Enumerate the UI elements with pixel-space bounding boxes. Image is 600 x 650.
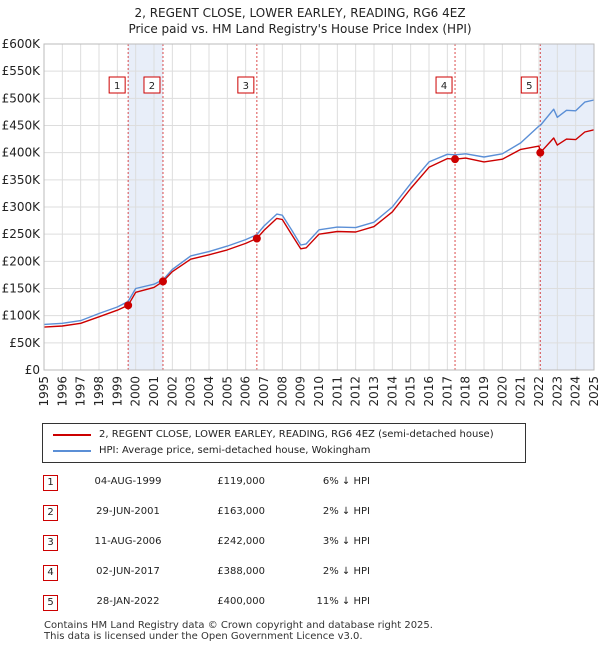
x-tick-label: 1998 xyxy=(92,376,106,407)
sale-price: £388,000 xyxy=(217,566,265,577)
sale-number: 3 xyxy=(43,535,58,551)
y-tick-label: £200K xyxy=(2,254,42,268)
series-line-property xyxy=(43,129,595,328)
x-tick-label: 2018 xyxy=(459,376,473,407)
price-chart: 1 2 3 4 5 £0 £50K £100K £150K £200K £250K £300K £35… xyxy=(2,37,600,407)
sale-number: 5 xyxy=(43,595,58,611)
x-tick-label: 2025 xyxy=(587,376,600,407)
sale-number: 4 xyxy=(43,565,58,581)
y-tick-label: £150K xyxy=(2,282,42,296)
series-line-hpi xyxy=(43,99,595,326)
sale-point-2 xyxy=(158,277,167,286)
x-tick-label: 2005 xyxy=(220,376,234,407)
x-tick-label: 2015 xyxy=(404,376,418,407)
x-tick-label: 2023 xyxy=(550,376,564,407)
sale-box-5 xyxy=(520,76,538,94)
x-tick-label: 2011 xyxy=(330,376,344,407)
x-tick-label: 2014 xyxy=(385,376,399,407)
y-tick-label: £50K xyxy=(9,336,41,350)
sale-date: 04-AUG-1999 xyxy=(94,476,162,487)
sale-hpi-diff: 2% ↓ HPI xyxy=(322,566,370,577)
sale-hpi-diff: 11% ↓ HPI xyxy=(316,596,370,607)
sale-box-label-1: 1 xyxy=(114,81,120,92)
x-tick-label: 2006 xyxy=(239,376,253,407)
x-tick-label: 2022 xyxy=(532,376,546,407)
y-tick-label: £500K xyxy=(2,91,42,105)
sale-row: 5 28-JAN-2022 £400,000 11% ↓ HPI xyxy=(0,595,600,615)
x-tick-label: 2013 xyxy=(367,376,381,407)
sale-point-1 xyxy=(124,301,133,310)
sale-hpi-diff: 2% ↓ HPI xyxy=(322,506,370,517)
x-tick-label: 1995 xyxy=(37,376,51,407)
sale-row: 2 29-JUN-2001 £163,000 2% ↓ HPI xyxy=(0,505,600,525)
sale-point-5 xyxy=(536,148,545,157)
sale-date: 28-JAN-2022 xyxy=(96,596,160,607)
x-tick-label: 2010 xyxy=(312,376,326,407)
sale-price: £163,000 xyxy=(217,506,265,517)
sale-price: £242,000 xyxy=(217,536,265,547)
y-tick-label: £600K xyxy=(2,37,42,51)
x-tick-label: 2000 xyxy=(129,376,143,407)
y-tick-label: £400K xyxy=(2,146,42,160)
x-tick-label: 2003 xyxy=(184,376,198,407)
sale-box-2 xyxy=(143,76,161,94)
x-tick-label: 1997 xyxy=(74,376,88,407)
y-tick-label: £100K xyxy=(2,309,42,323)
sale-date: 11-AUG-2006 xyxy=(94,536,162,547)
footer-licence: This data is licensed under the Open Gov… xyxy=(44,631,363,642)
chart-legend: 2, REGENT CLOSE, LOWER EARLEY, READING, … xyxy=(42,423,526,463)
sale-date: 02-JUN-2017 xyxy=(96,566,160,577)
sale-box-1 xyxy=(108,76,126,94)
sale-box-3 xyxy=(237,76,255,94)
y-tick-label: £300K xyxy=(2,200,42,214)
sale-hpi-diff: 3% ↓ HPI xyxy=(322,536,370,547)
sale-number: 1 xyxy=(43,475,58,491)
sale-box-4 xyxy=(435,76,453,94)
x-tick-label: 2004 xyxy=(202,376,216,407)
sale-price: £119,000 xyxy=(217,476,265,487)
footer-copyright: Contains HM Land Registry data © Crown c… xyxy=(44,620,433,631)
sale-row: 4 02-JUN-2017 £388,000 2% ↓ HPI xyxy=(0,565,600,585)
sale-date: 29-JUN-2001 xyxy=(96,506,160,517)
y-tick-label: £350K xyxy=(2,173,42,187)
legend-label-hpi: HPI: Average price, semi-detached house,… xyxy=(99,445,371,456)
legend-swatch-hpi xyxy=(53,450,91,452)
x-tick-label: 2024 xyxy=(569,376,583,407)
x-tick-label: 2017 xyxy=(440,376,454,407)
x-tick-label: 2019 xyxy=(477,376,491,407)
y-tick-label: £550K xyxy=(2,64,42,78)
plot-frame xyxy=(43,43,595,371)
y-tick-label: £0 xyxy=(25,363,40,377)
x-tick-label: 2009 xyxy=(294,376,308,407)
sale-row: 1 04-AUG-1999 £119,000 6% ↓ HPI xyxy=(0,475,600,495)
sale-price: £400,000 xyxy=(217,596,265,607)
sale-box-label-2: 2 xyxy=(149,81,155,92)
x-tick-label: 2008 xyxy=(275,376,289,407)
x-tick-label: 2012 xyxy=(349,376,363,407)
sale-box-label-5: 5 xyxy=(526,81,532,92)
sale-number: 2 xyxy=(43,505,58,521)
legend-swatch-property xyxy=(53,434,91,436)
sale-box-label-4: 4 xyxy=(441,81,447,92)
x-tick-label: 1996 xyxy=(55,376,69,407)
chart-title: 2, REGENT CLOSE, LOWER EARLEY, READING, … xyxy=(134,6,466,20)
x-tick-label: 2001 xyxy=(147,376,161,407)
sale-point-3 xyxy=(252,234,261,243)
sale-point-4 xyxy=(451,155,460,164)
x-tick-label: 2002 xyxy=(165,376,179,407)
sale-hpi-diff: 6% ↓ HPI xyxy=(322,476,370,487)
x-tick-label: 2007 xyxy=(257,376,271,407)
legend-label-property: 2, REGENT CLOSE, LOWER EARLEY, READING, … xyxy=(99,429,494,440)
y-tick-label: £250K xyxy=(2,227,42,241)
x-tick-label: 2016 xyxy=(422,376,436,407)
x-tick-label: 2020 xyxy=(495,376,509,407)
chart-subtitle: Price paid vs. HM Land Registry's House … xyxy=(128,22,472,36)
y-tick-label: £450K xyxy=(2,119,42,133)
sale-row: 3 11-AUG-2006 £242,000 3% ↓ HPI xyxy=(0,535,600,555)
x-tick-label: 1999 xyxy=(110,376,124,407)
sale-box-label-3: 3 xyxy=(243,81,249,92)
x-tick-label: 2021 xyxy=(514,376,528,407)
